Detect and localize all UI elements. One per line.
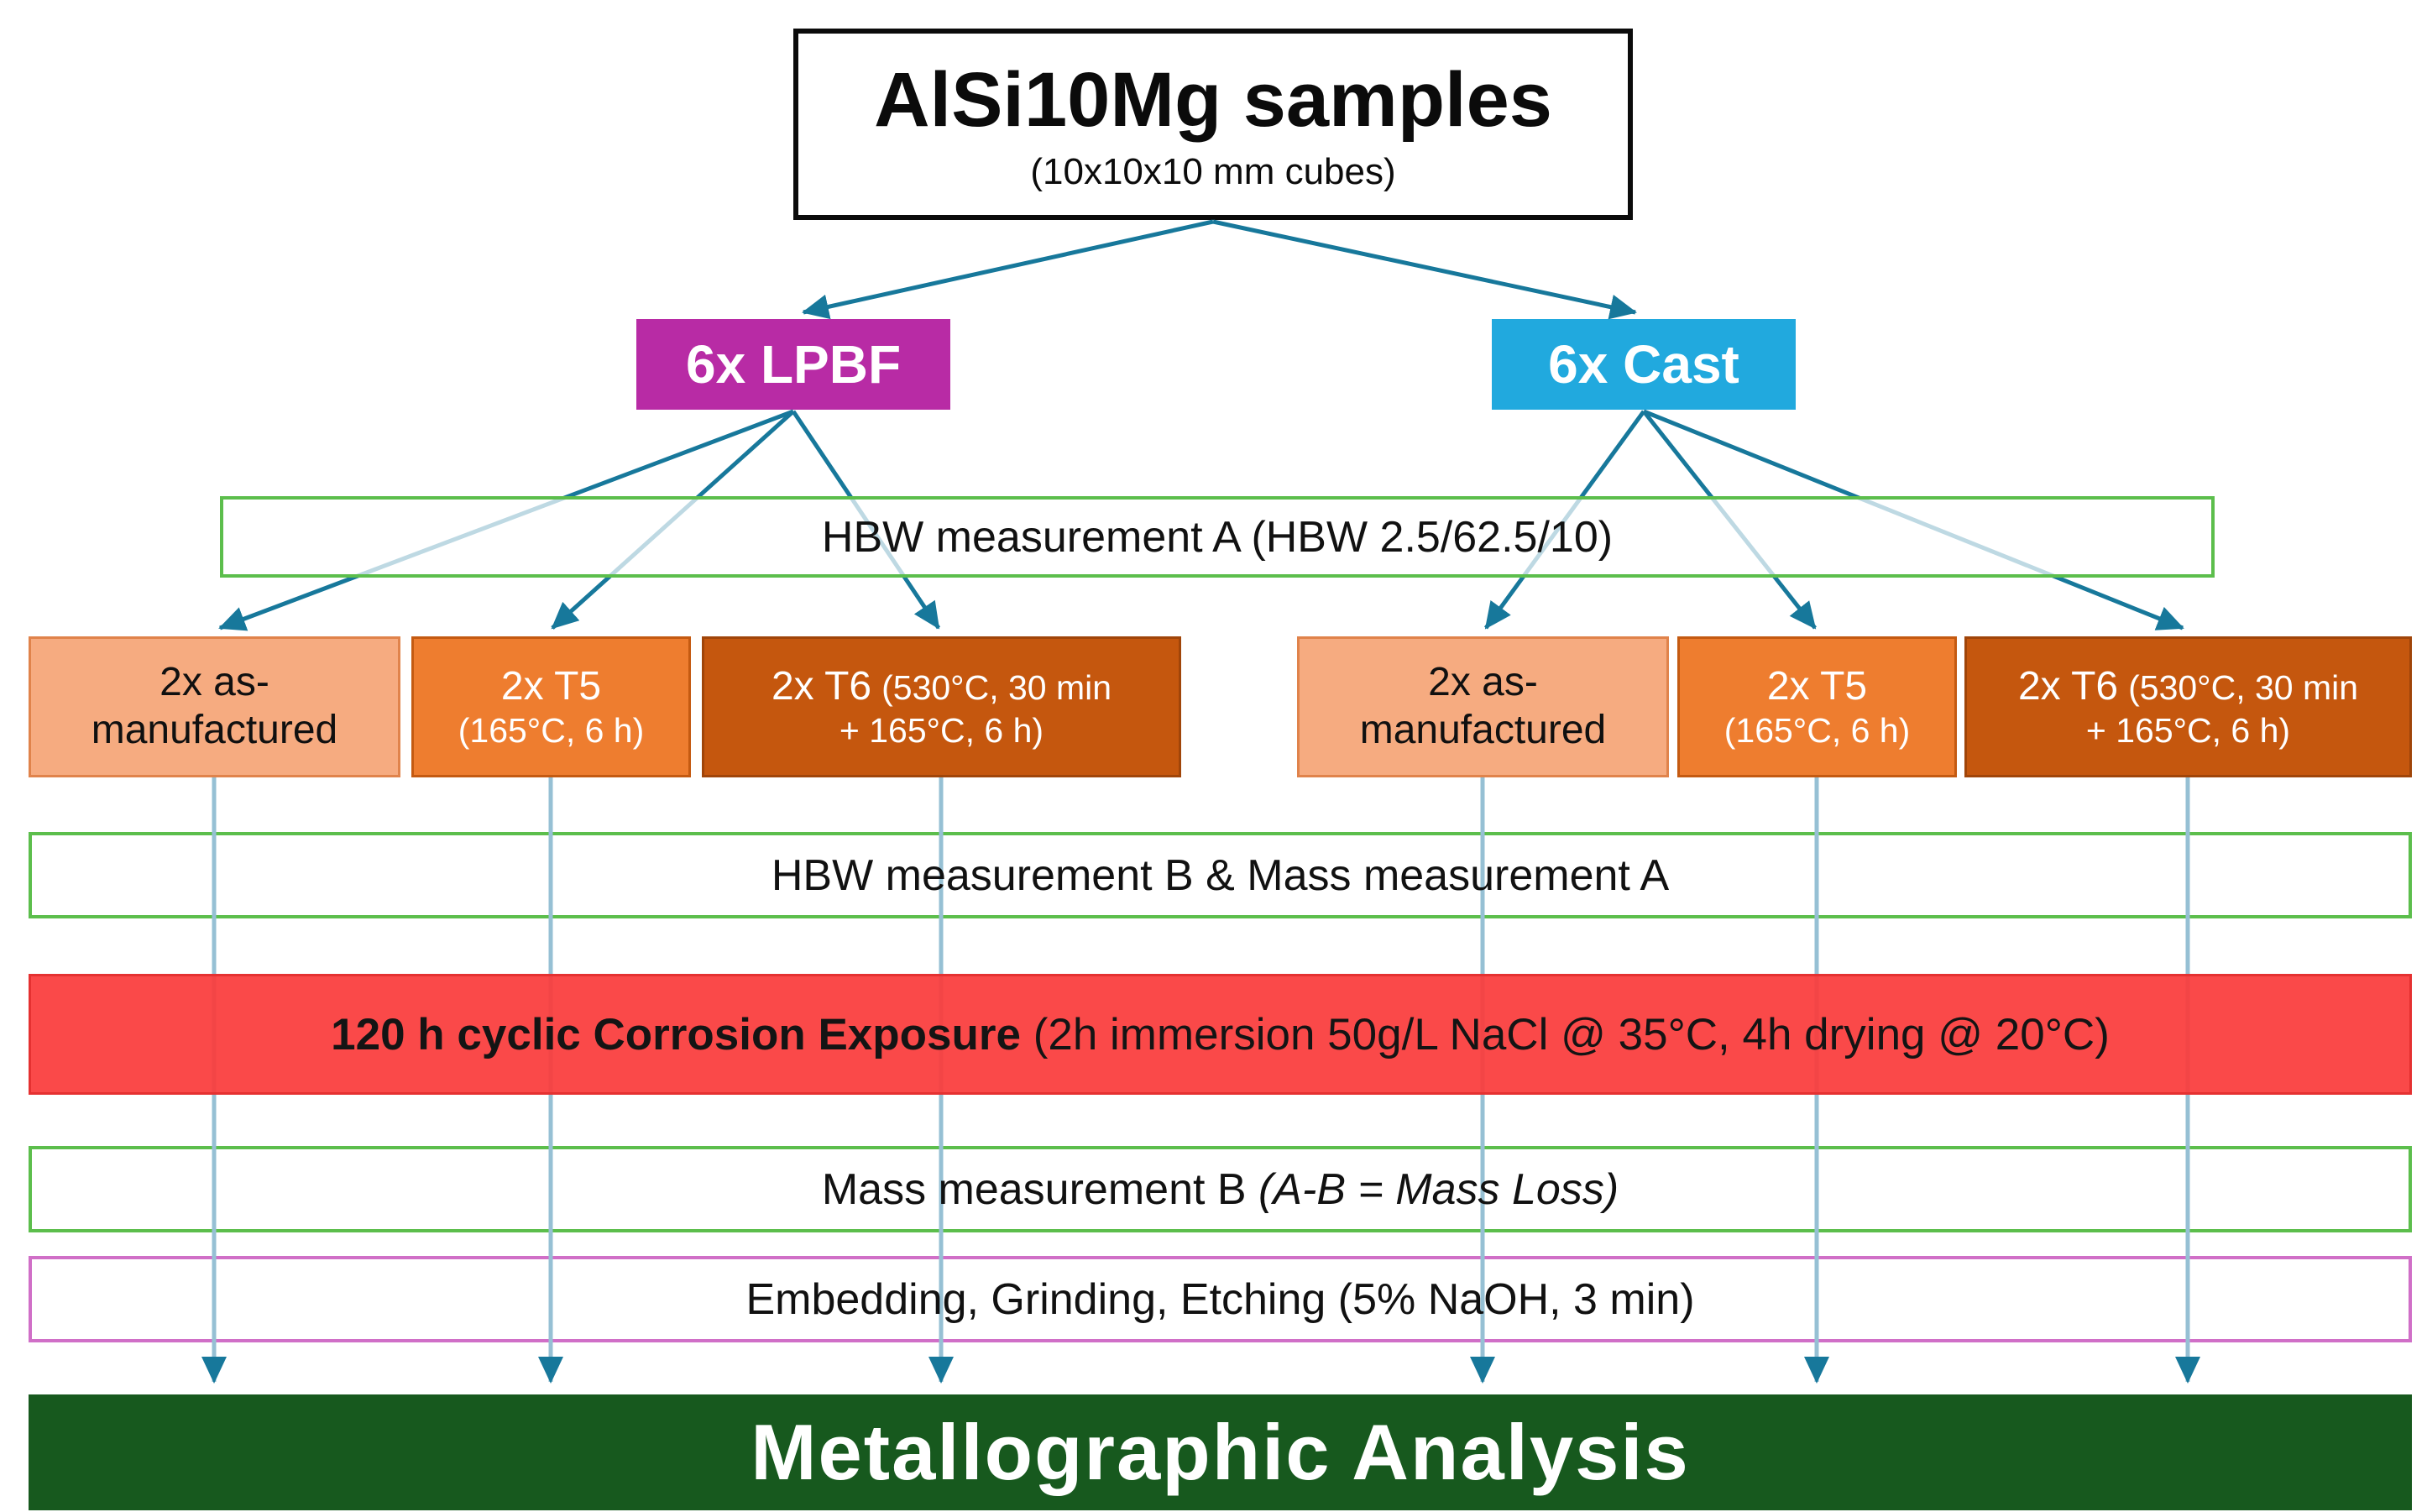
metallographic-analysis-label: Metallographic Analysis [751,1408,1690,1496]
band-embedding-grinding-etching: Embedding, Grinding, Etching (5% NaOH, 3… [29,1256,2412,1342]
corrosion-detail: (2h immersion 50g/L NaCl @ 35°C, 4h dryi… [1020,1009,2110,1059]
corrosion-title: 120 h cyclic Corrosion Exposure [331,1009,1021,1059]
split-arrows [802,219,1637,320]
treatment-t6-cast: 2x T6 (530°C, 30 min + 165°C, 6 h) [1964,636,2412,777]
treatment-t5-lpbf: 2x T5 (165°C, 6 h) [411,636,691,777]
treatment-sublabel: + 165°C, 6 h) [2085,711,2291,751]
band-mass-measurement-b: Mass measurement B (A-B = Mass Loss) [29,1146,2412,1232]
band-hbw-measurement-b-label: HBW measurement B & Mass measurement A [771,850,1670,900]
mass-b-formula: (A-B = Mass Loss) [1258,1164,1619,1214]
treatment-label: 2x T6 [771,663,872,709]
band-embedding-label: Embedding, Grinding, Etching (5% NaOH, 3… [745,1274,1695,1324]
branch-cast-label: 6x Cast [1548,334,1739,395]
treatment-t5-cast: 2x T5 (165°C, 6 h) [1677,636,1957,777]
band-hbw-measurement-b: HBW measurement B & Mass measurement A [29,832,2412,918]
samples-box: AlSi10Mg samples (10x10x10 mm cubes) [793,29,1633,220]
samples-title: AlSi10Mg samples [874,56,1552,143]
treatment-sublabel: + 165°C, 6 h) [839,711,1044,751]
treatment-as-manufactured-lpbf: 2x as- manufactured [29,636,400,777]
branch-cast-box: 6x Cast [1492,319,1796,410]
metallographic-analysis-box: Metallographic Analysis [29,1394,2412,1510]
treatment-t6-lpbf: 2x T6 (530°C, 30 min + 165°C, 6 h) [702,636,1181,777]
branch-lpbf-label: 6x LPBF [685,334,902,395]
treatment-label: 2x T5 [1766,663,1868,709]
treatment-as-manufactured-cast: 2x as- manufactured [1297,636,1669,777]
band-hbw-measurement-a: HBW measurement A (HBW 2.5/62.5/10) [220,496,2215,578]
band-hbw-measurement-a-label: HBW measurement A (HBW 2.5/62.5/10) [821,512,1614,562]
treatment-sublabel: manufactured [91,708,338,752]
samples-subtitle: (10x10x10 mm cubes) [1030,150,1396,192]
treatment-sublabel: manufactured [1359,708,1607,752]
treatment-detail: (530°C, 30 min [881,667,1112,707]
band-corrosion-exposure: 120 h cyclic Corrosion Exposure (2h imme… [29,974,2412,1095]
treatment-detail: (530°C, 30 min [2128,667,2359,707]
mass-b-label: Mass measurement B [821,1164,1259,1214]
treatment-label: 2x as- [1428,660,1538,705]
treatment-sublabel: (165°C, 6 h) [1723,711,1911,751]
treatment-label: 2x as- [160,660,269,705]
treatment-label: 2x T5 [500,663,602,709]
treatment-sublabel: (165°C, 6 h) [458,711,645,751]
treatment-label: 2x T6 [2017,663,2119,709]
branch-lpbf-box: 6x LPBF [636,319,950,410]
